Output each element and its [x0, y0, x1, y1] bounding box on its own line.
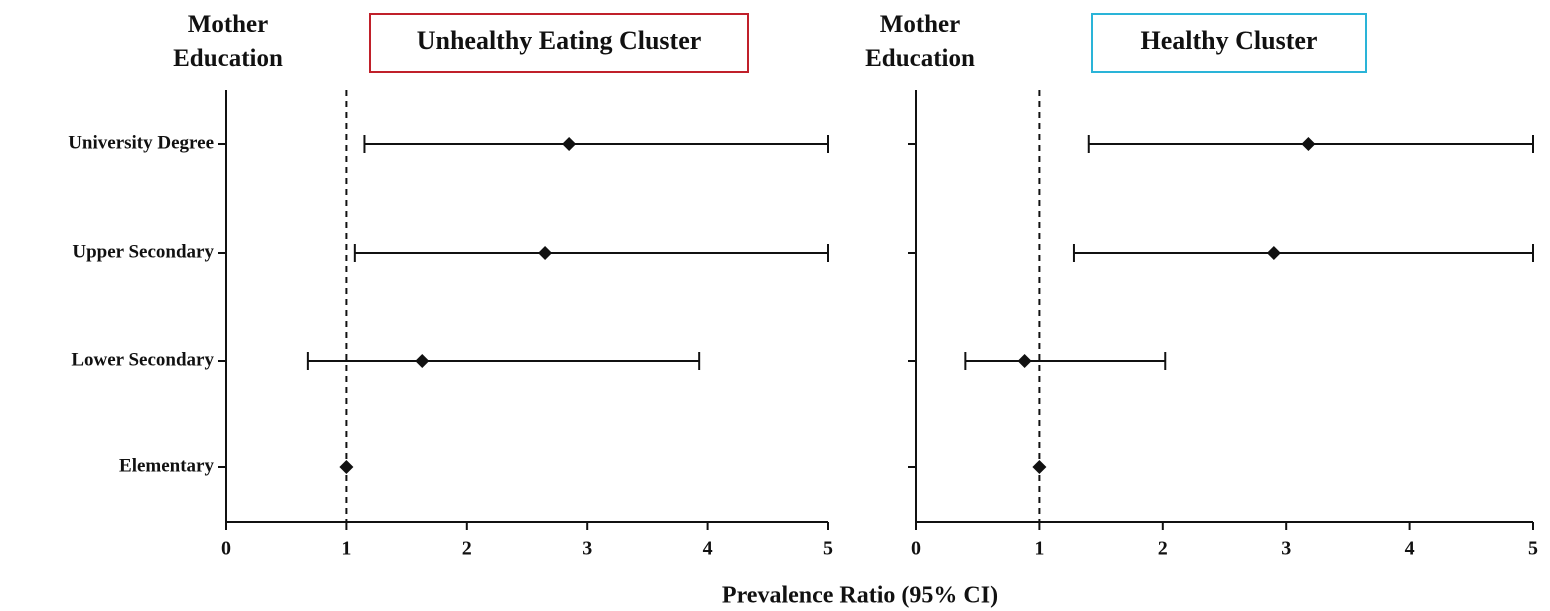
- x-axis-label: Prevalence Ratio (95% CI): [722, 583, 998, 609]
- x-tick-label: 1: [341, 538, 351, 560]
- y-axis-label: Mother Education: [865, 11, 975, 72]
- title-box: [1091, 13, 1367, 73]
- y-axis-label: Mother Education: [173, 11, 283, 72]
- estimate-point: [1266, 246, 1281, 260]
- x-tick-label: 3: [582, 538, 592, 560]
- x-tick-label: 2: [462, 538, 472, 560]
- y-tick-label: University Degree: [68, 132, 214, 153]
- y-tick-label: Elementary: [119, 455, 214, 476]
- chart-title: Healthy Cluster: [1141, 26, 1318, 55]
- x-tick-label: 0: [221, 538, 231, 560]
- x-tick-label: 5: [1528, 538, 1538, 560]
- x-tick-label: 2: [1158, 538, 1168, 560]
- y-tick-label: Upper Secondary: [72, 241, 214, 262]
- y-tick-label: Lower Secondary: [71, 349, 214, 370]
- x-tick-label: 0: [911, 538, 921, 560]
- title-box: [369, 13, 749, 73]
- x-tick-label: 5: [823, 538, 833, 560]
- chart-title: Unhealthy Eating Cluster: [417, 26, 702, 55]
- x-tick-label: 4: [703, 538, 713, 560]
- estimate-point: [339, 460, 354, 474]
- estimate-point: [562, 137, 577, 151]
- estimate-point: [415, 354, 430, 368]
- estimate-point: [1301, 137, 1316, 151]
- x-tick-label: 1: [1034, 538, 1044, 560]
- x-tick-label: 4: [1405, 538, 1415, 560]
- x-tick-label: 3: [1281, 538, 1291, 560]
- estimate-point: [538, 246, 553, 260]
- estimate-point: [1017, 354, 1032, 368]
- estimate-point: [1032, 460, 1047, 474]
